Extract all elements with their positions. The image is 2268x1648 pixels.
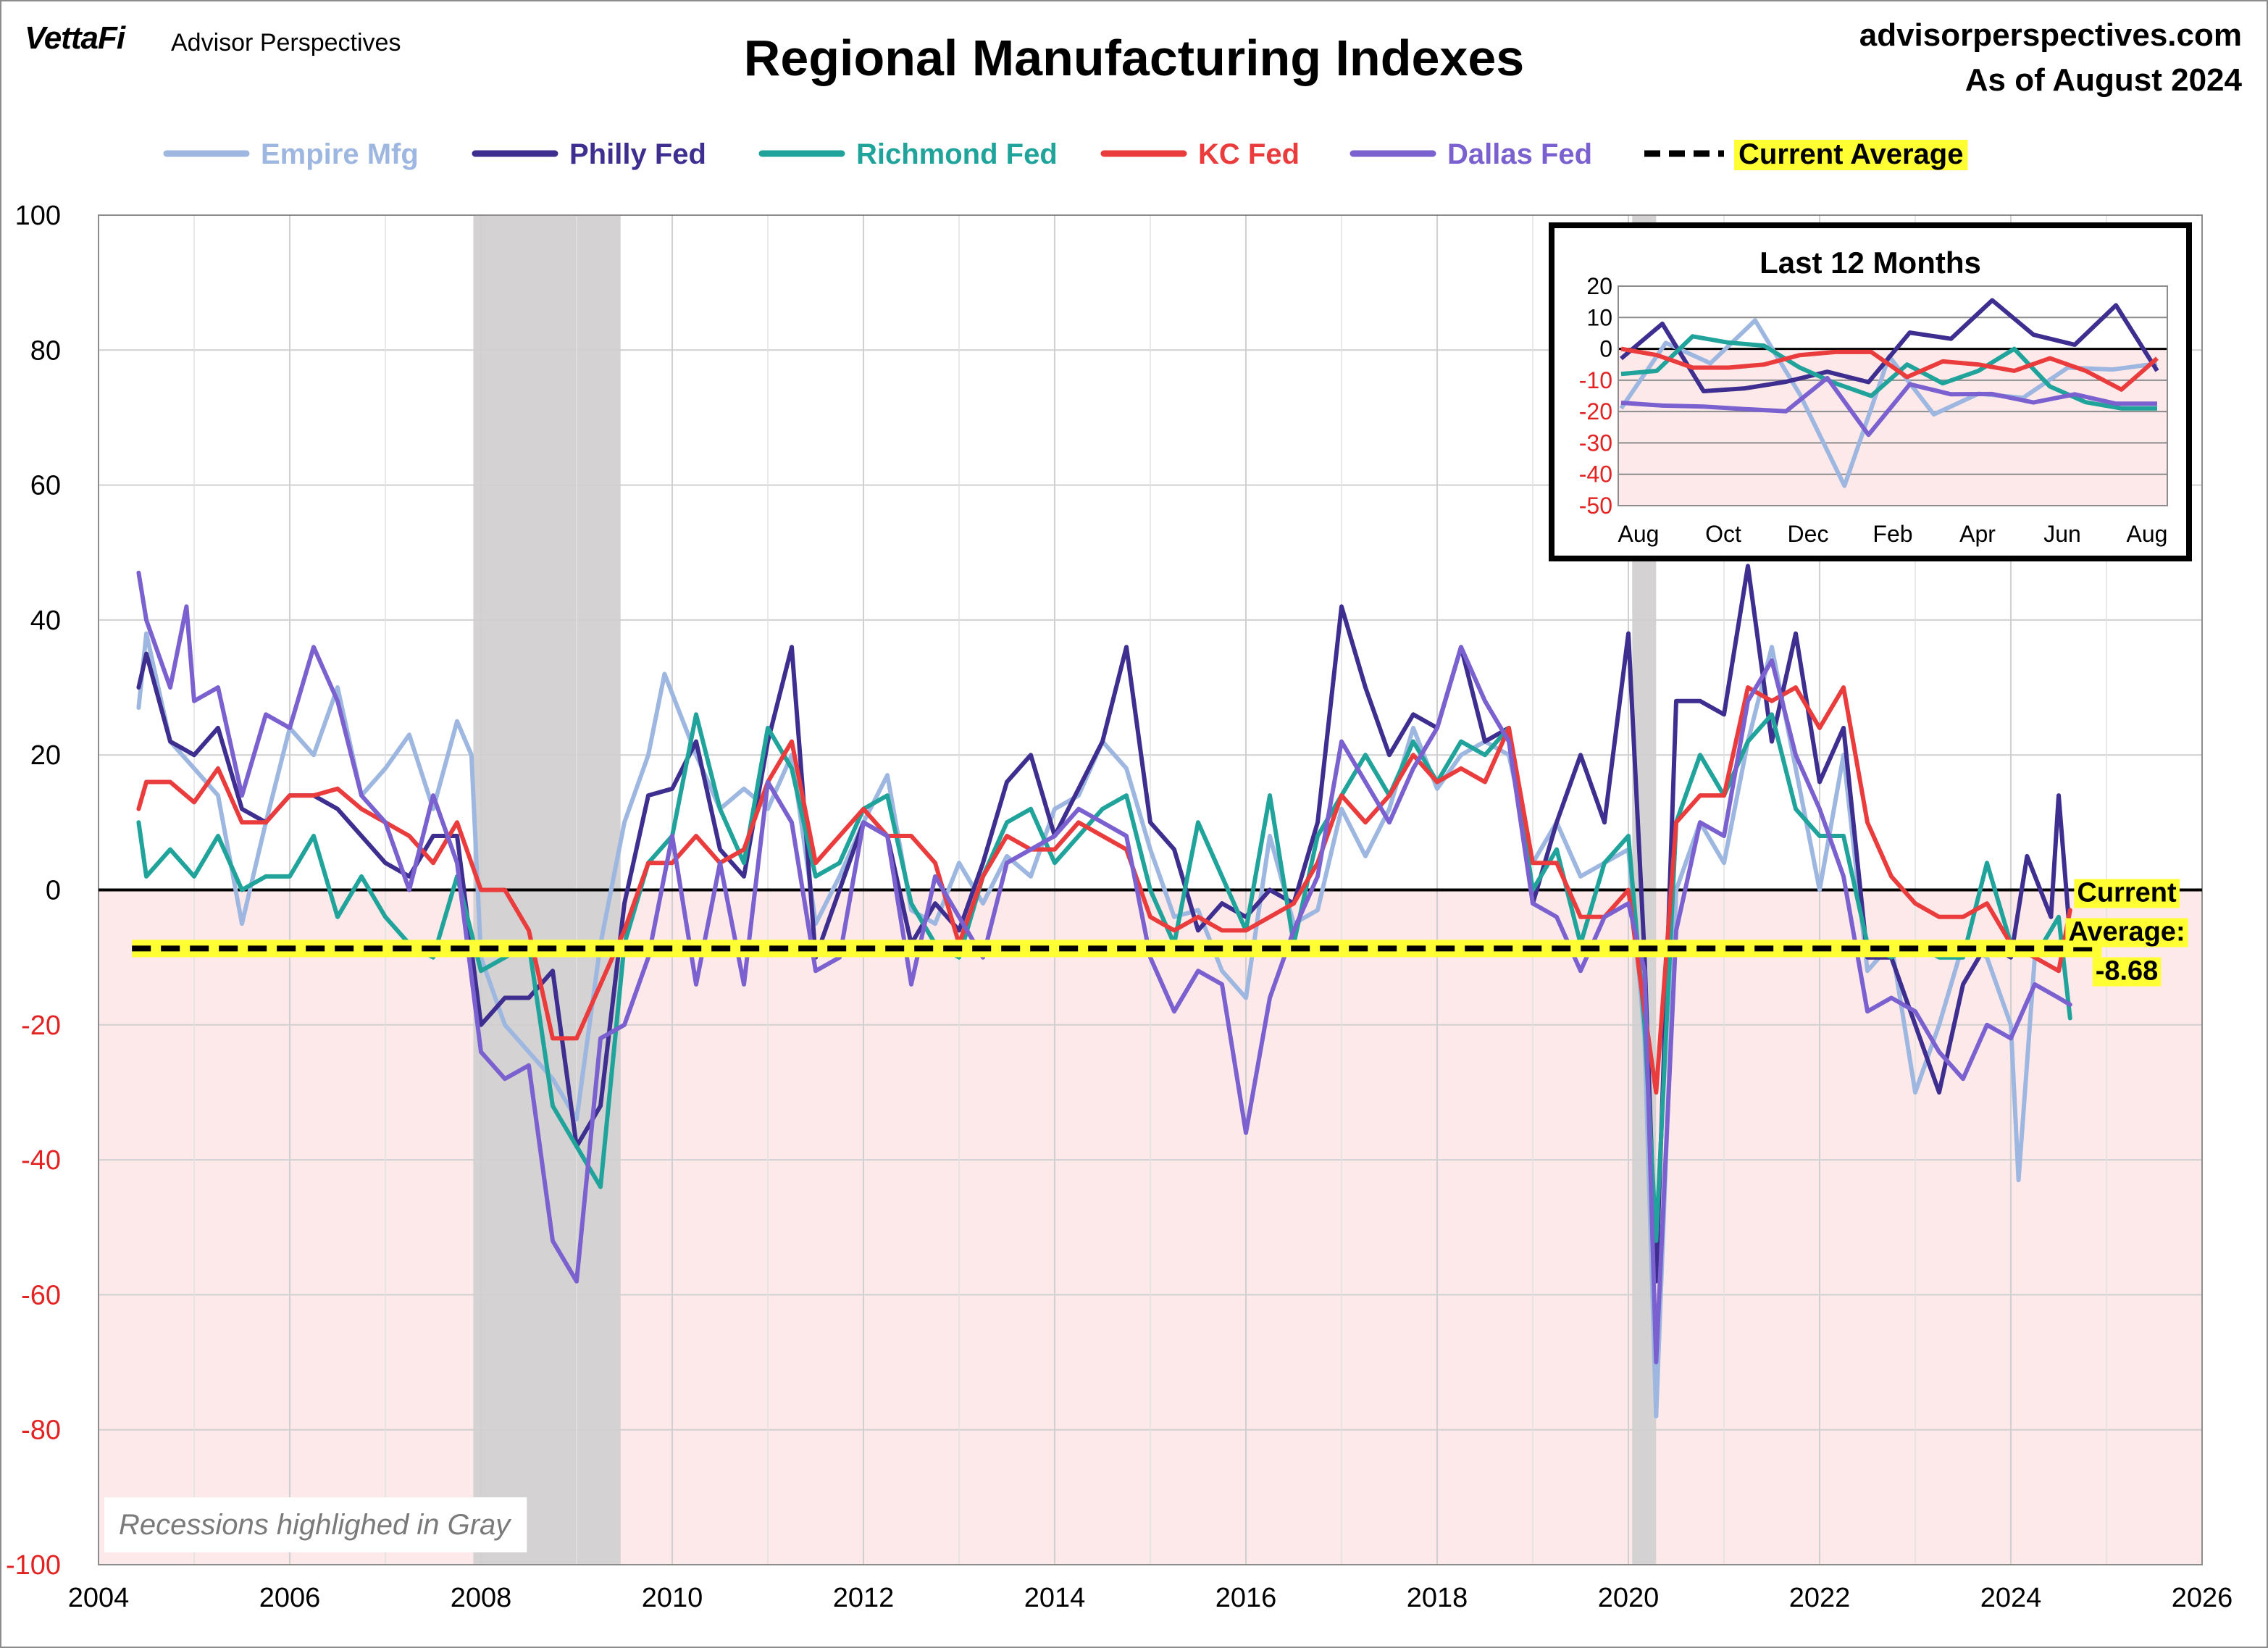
x-tick-label: 2010 — [642, 1583, 703, 1613]
average-label-bg — [2065, 918, 2188, 948]
as-of-date: As of August 2024 — [1964, 62, 2242, 98]
y-tick-label: -60 — [21, 1280, 61, 1310]
inset-x-tick: Aug — [1618, 521, 1660, 547]
average-label-bg — [2074, 879, 2180, 908]
average-label-2: Average: — [2068, 917, 2185, 948]
legend-label-average: Current Average — [1738, 138, 1963, 170]
x-tick-label: 2006 — [259, 1583, 321, 1613]
inset-x-tick: Feb — [1872, 521, 1912, 547]
x-tick-label: 2016 — [1215, 1583, 1277, 1613]
average-label-1: Current — [2077, 878, 2177, 908]
inset-series-kc — [1620, 346, 2159, 392]
x-tick-label: 2012 — [833, 1583, 895, 1613]
inset-y-tick: 0 — [1599, 336, 1612, 362]
inset-x-tick: Aug — [2127, 521, 2168, 547]
legend-label: Philly Fed — [569, 138, 706, 170]
inset-x-tick: Oct — [1705, 521, 1741, 547]
x-tick-label: 2020 — [1598, 1583, 1660, 1613]
x-tick-label: 2022 — [1789, 1583, 1851, 1613]
site-url: advisorperspectives.com — [1859, 17, 2242, 53]
inset-y-tick: -50 — [1579, 493, 1612, 519]
inset-series-philly — [1620, 298, 2159, 393]
inset-y-tick: 10 — [1586, 304, 1612, 330]
series-line-philly — [136, 564, 2072, 1284]
y-tick-label: 20 — [30, 740, 61, 771]
legend-label: Dallas Fed — [1447, 138, 1592, 170]
y-tick-label: -100 — [6, 1550, 61, 1581]
x-tick-label: 2014 — [1024, 1583, 1086, 1613]
inset-x-tick: Jun — [2043, 521, 2081, 547]
y-tick-label: -40 — [21, 1145, 61, 1176]
x-tick-label: 2018 — [1407, 1583, 1468, 1613]
inset-y-tick: 20 — [1586, 273, 1612, 299]
inset-y-tick: -40 — [1579, 461, 1612, 488]
x-tick-label: 2004 — [68, 1583, 130, 1613]
inset-x-tick: Dec — [1788, 521, 1829, 547]
x-tick-label: 2026 — [2172, 1583, 2233, 1613]
brand-subtitle: Advisor Perspectives — [171, 29, 401, 57]
average-label-3: -8.68 — [2096, 956, 2159, 987]
legend-average-bg — [1734, 140, 1968, 170]
y-tick-label: -20 — [21, 1011, 61, 1041]
x-tick-label: 2024 — [1980, 1583, 2042, 1613]
y-tick-label: 60 — [30, 471, 61, 501]
inset-x-tick: Apr — [1959, 521, 1996, 547]
y-tick-label: 40 — [30, 606, 61, 636]
series-line-empire — [136, 631, 2072, 1419]
legend-label: Richmond Fed — [856, 138, 1058, 170]
y-tick-label: -80 — [21, 1415, 61, 1446]
y-tick-label: 0 — [46, 876, 61, 906]
legend-label: Empire Mfg — [261, 138, 419, 170]
average-label-bg — [2092, 957, 2162, 987]
legend-label: KC Fed — [1198, 138, 1300, 170]
series-line-kc — [136, 685, 2072, 1095]
inset-title: Last 12 Months — [1759, 246, 1981, 280]
inset-plot-border — [1618, 285, 2168, 506]
inset-y-tick: -20 — [1579, 398, 1612, 424]
recession-note-box — [104, 1497, 527, 1552]
y-tick-label: 100 — [15, 201, 61, 231]
inset-y-tick: -10 — [1579, 367, 1612, 393]
chart-title: Regional Manufacturing Indexes — [743, 30, 1525, 86]
vettafi-logo: VettaFi — [25, 20, 125, 56]
x-tick-label: 2008 — [451, 1583, 512, 1613]
y-tick-label: 80 — [30, 335, 61, 366]
inset-series-dallas — [1620, 375, 2157, 438]
inset-y-tick: -30 — [1579, 430, 1612, 456]
recession-note: Recessions highlighed in Gray — [119, 1509, 512, 1541]
series-line-richmond — [136, 712, 2072, 1243]
series-line-dallas — [136, 570, 2072, 1365]
